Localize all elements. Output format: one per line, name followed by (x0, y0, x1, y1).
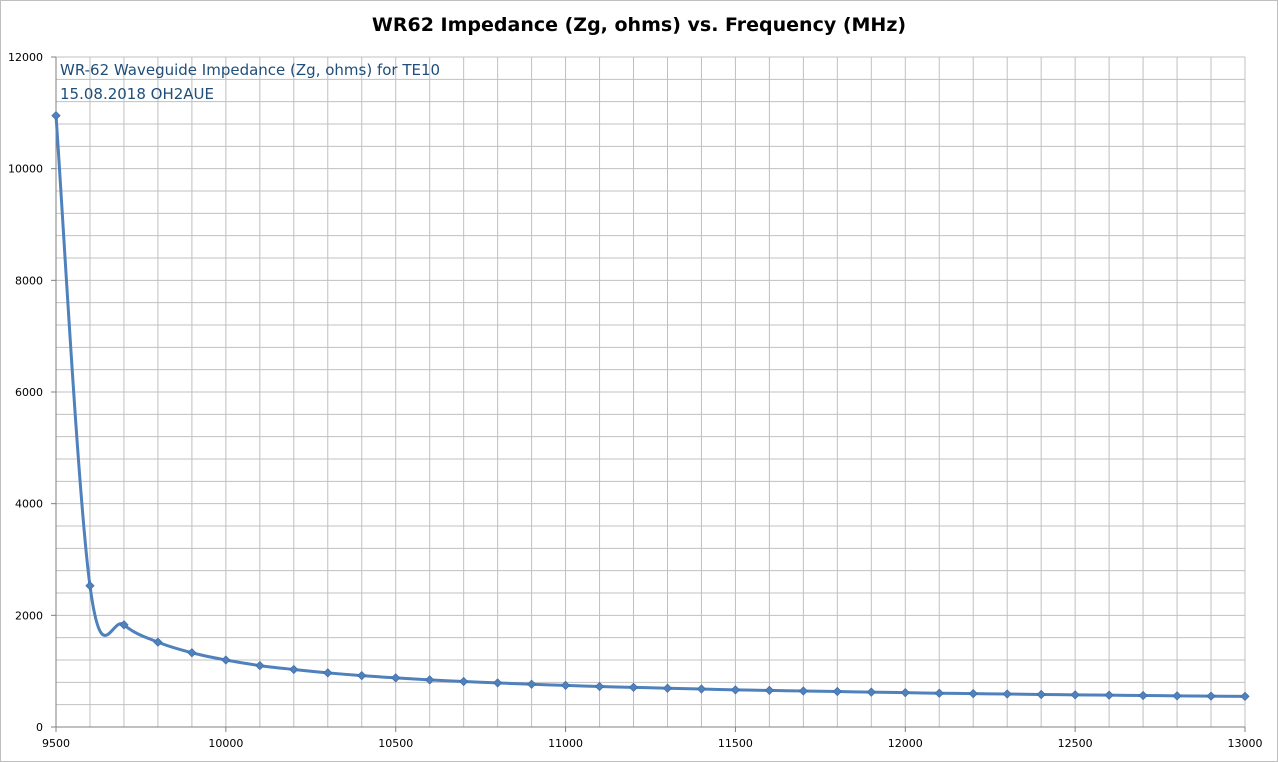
data-point-marker (764, 685, 775, 696)
data-point-marker (798, 686, 808, 696)
x-tick-label: 13000 (1228, 737, 1263, 750)
data-point-marker (85, 581, 95, 591)
data-point-marker (323, 668, 333, 678)
data-point-marker (1206, 691, 1216, 701)
data-point-marker (968, 688, 978, 699)
data-point-marker (1138, 690, 1148, 701)
data-point-marker (526, 679, 537, 689)
x-tick-label: 12500 (1058, 737, 1093, 750)
data-point-marker (662, 683, 673, 693)
x-tick-label: 11000 (548, 737, 583, 750)
data-point-marker (187, 648, 197, 658)
annotation-line-2: 15.08.2018 OH2AUE (60, 85, 214, 103)
y-tick-label: 0 (36, 721, 43, 734)
data-point-marker (425, 675, 435, 685)
data-point-marker (221, 655, 231, 665)
x-tick-label: 12000 (888, 737, 923, 750)
data-point-marker (357, 671, 367, 681)
data-point-marker (1036, 689, 1046, 700)
data-point-marker (493, 678, 503, 688)
data-point-marker (391, 673, 401, 683)
data-point-marker (696, 684, 707, 694)
y-tick-label: 8000 (15, 274, 43, 287)
data-point-marker (459, 676, 469, 687)
tick-labels: 9500 10000 10500 11000 11500 12000 12500 13000 0… (8, 51, 1263, 750)
data-point-marker (832, 686, 842, 697)
x-tick-label: 11500 (718, 737, 753, 750)
data-point-marker (289, 664, 299, 675)
data-point-marker (866, 687, 876, 697)
data-point-marker (934, 688, 944, 698)
annotation-line-1: WR-62 Waveguide Impedance (Zg, ohms) for… (60, 61, 440, 79)
annotations: WR-62 Waveguide Impedance (Zg, ohms) for… (60, 61, 440, 103)
data-point-marker (1070, 690, 1080, 700)
x-tick-label: 10500 (378, 737, 413, 750)
x-tick-label: 10000 (208, 737, 243, 750)
axes (51, 56, 1246, 732)
grid-lines (56, 56, 1246, 727)
y-tick-label: 12000 (8, 51, 43, 64)
y-tick-label: 6000 (15, 386, 43, 399)
y-tick-label: 4000 (15, 498, 43, 511)
data-point-marker (1172, 691, 1182, 701)
data-point-marker (1002, 689, 1012, 699)
series-line (54, 115, 1246, 698)
y-tick-label: 10000 (8, 163, 43, 176)
chart-title: WR62 Impedance (Zg, ohms) vs. Frequency … (371, 14, 907, 36)
data-point-marker (119, 620, 129, 630)
data-point-marker (628, 682, 639, 692)
data-point-marker (255, 660, 265, 671)
data-point-marker (153, 637, 163, 647)
data-point-marker (560, 680, 571, 691)
x-tick-label: 9500 (42, 737, 70, 750)
data-point-marker (1104, 690, 1114, 700)
y-tick-label: 2000 (15, 609, 43, 622)
data-point-marker (594, 681, 605, 692)
data-point-marker (730, 685, 741, 695)
data-point-marker (1240, 691, 1250, 702)
data-point-marker (900, 688, 910, 698)
data-series (51, 111, 1250, 702)
data-point-marker (51, 111, 61, 121)
